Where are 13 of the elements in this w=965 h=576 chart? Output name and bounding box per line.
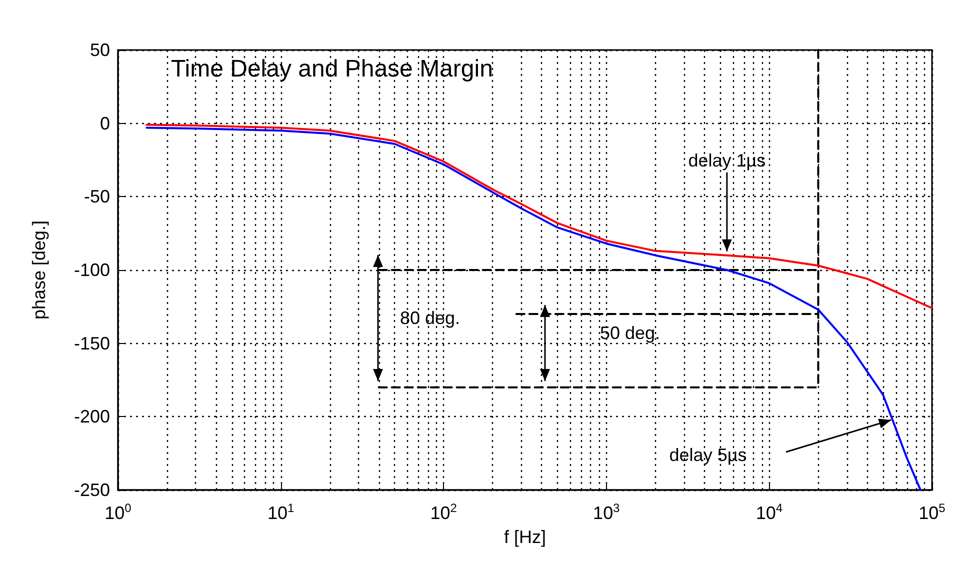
annotation: 50 deg. xyxy=(600,323,660,343)
y-tick-label: -200 xyxy=(74,406,110,427)
annotation: delay 5µs xyxy=(669,445,747,465)
y-tick-label: 50 xyxy=(90,40,110,60)
annotation: delay 1µs xyxy=(688,150,766,170)
y-tick-label: -250 xyxy=(74,480,110,500)
y-tick-label: 0 xyxy=(100,113,110,134)
y-tick-label: -100 xyxy=(74,260,110,280)
y-tick-label: -50 xyxy=(84,186,110,207)
x-axis-title: f [Hz] xyxy=(504,527,546,547)
chart-title: Time Delay and Phase Margin xyxy=(171,56,493,82)
y-axis-title: phase [deg.] xyxy=(29,220,49,320)
y-tick-label: -150 xyxy=(74,333,110,354)
